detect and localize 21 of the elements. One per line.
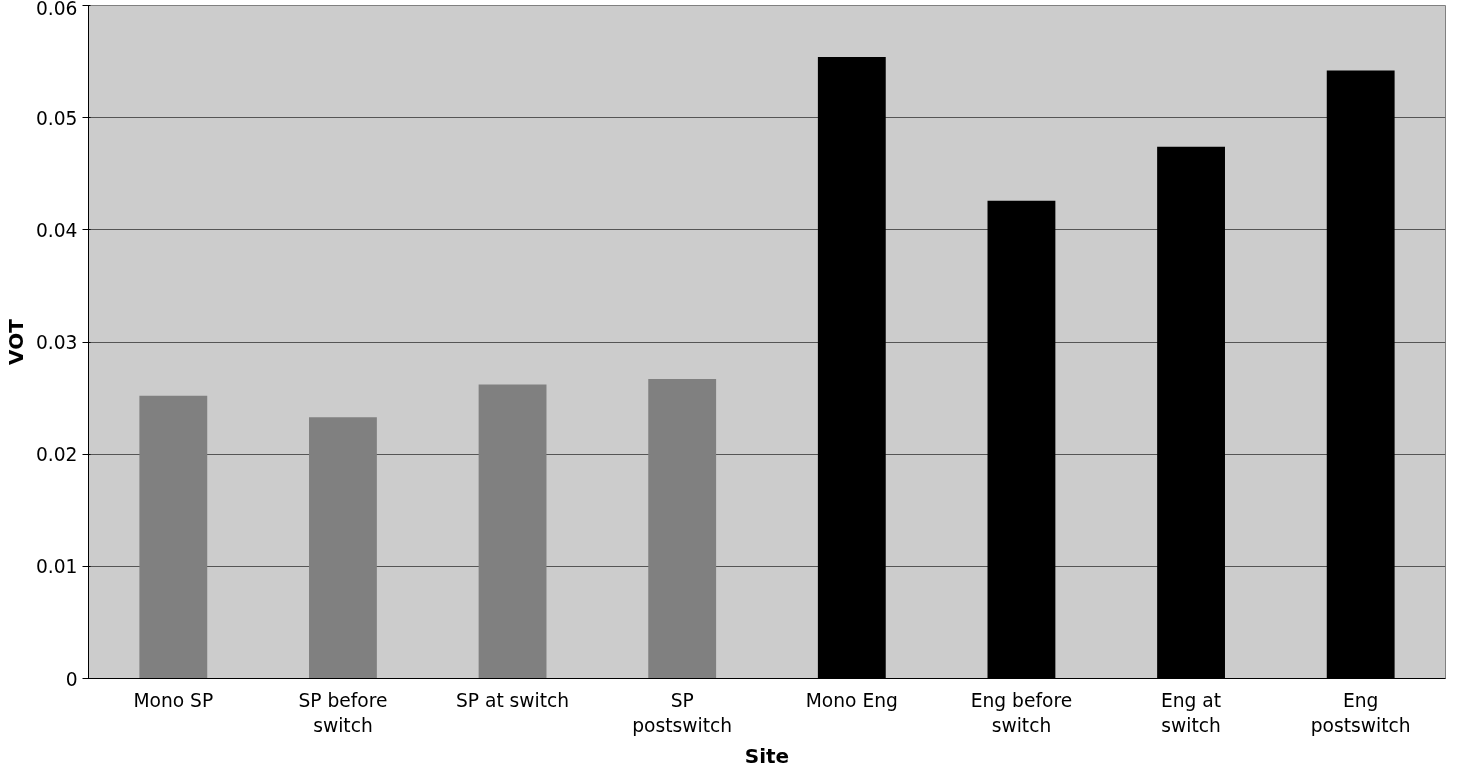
bar [139, 395, 208, 679]
y-tick-label: 0.02 [35, 444, 78, 466]
x-tick-label: SP postswitch [632, 689, 733, 736]
y-tick-label: 0.05 [35, 107, 78, 129]
bar [309, 417, 377, 679]
y-tick-label: 0.06 [35, 0, 78, 19]
x-tick-label: Eng at switch [1161, 689, 1222, 736]
y-tick-label: 0.04 [35, 219, 78, 241]
bar [478, 384, 547, 679]
bar [648, 379, 717, 679]
x-axis-title: Site [744, 743, 790, 768]
x-tick-label: Eng before switch [970, 689, 1073, 736]
x-tick-label: Mono Eng [805, 689, 898, 711]
y-tick-label: 0.03 [35, 332, 78, 353]
y-axis-title: VOT [3, 318, 28, 365]
x-tick-label: Eng postswitch [1310, 689, 1411, 736]
x-tick-label: SP before switch [298, 689, 388, 736]
y-tick-label: 0.01 [35, 556, 78, 578]
x-tick-label: Mono SP [133, 689, 214, 711]
y-tick-label: 0 [65, 668, 78, 690]
x-tick-label: SP at switch [455, 689, 570, 711]
